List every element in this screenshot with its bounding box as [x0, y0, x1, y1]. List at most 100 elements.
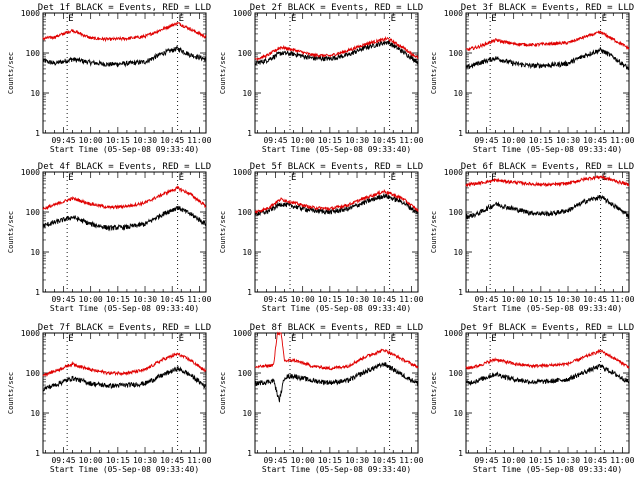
y-tick-label: 1000 — [21, 168, 40, 177]
x-tick-label: 11:00 — [187, 295, 211, 304]
x-tick-label: 10:45 — [372, 136, 396, 145]
x-tick-label: 10:00 — [291, 456, 315, 465]
panel-title: Det 3f BLACK = Events, RED = LLD — [461, 3, 634, 13]
x-tick-label: 09:45 — [474, 136, 498, 145]
event-marker-label: E — [291, 173, 296, 183]
x-tick-label: 10:15 — [318, 456, 342, 465]
event-marker-label: E — [68, 14, 73, 24]
y-tick-label: 1 — [247, 449, 252, 458]
events-series-line — [254, 362, 419, 403]
panel-title: Det 4f BLACK = Events, RED = LLD — [38, 162, 211, 172]
x-tick-label: 10:00 — [502, 136, 526, 145]
x-tick-label: 10:15 — [529, 136, 553, 145]
y-tick-label: 1000 — [21, 329, 40, 338]
x-tick-label: 10:45 — [160, 456, 184, 465]
event-marker-label: E — [68, 334, 73, 344]
panel-title: Det 5f BLACK = Events, RED = LLD — [250, 162, 423, 172]
y-tick-label: 10 — [30, 89, 40, 98]
events-series-line — [465, 194, 630, 220]
y-axis-label: Counts/sec — [219, 372, 227, 414]
x-tick-label: 10:30 — [345, 295, 369, 304]
x-tick-label: 10:30 — [133, 456, 157, 465]
events-series-line — [465, 363, 630, 386]
x-tick-label: 10:30 — [556, 295, 580, 304]
y-tick-label: 1000 — [444, 329, 463, 338]
x-tick-label: 10:45 — [583, 295, 607, 304]
plot-frame — [465, 12, 630, 134]
y-tick-label: 10 — [453, 248, 463, 257]
y-tick-label: 100 — [26, 369, 41, 378]
x-tick-label: 10:00 — [291, 295, 315, 304]
panel-title: Det 9f BLACK = Events, RED = LLD — [461, 323, 634, 333]
y-axis-label: Counts/sec — [7, 372, 15, 414]
x-tick-label: 09:45 — [51, 295, 75, 304]
events-series-line — [42, 45, 207, 68]
x-tick-label: 10:00 — [79, 295, 103, 304]
y-tick-label: 1000 — [233, 329, 252, 338]
y-tick-label: 10 — [242, 248, 252, 257]
event-marker-label: E — [491, 334, 496, 344]
x-tick-label: 10:00 — [502, 295, 526, 304]
panel-title: Det 6f BLACK = Events, RED = LLD — [461, 162, 634, 172]
y-axis-label: Counts/sec — [219, 52, 227, 94]
event-marker-label: E — [391, 334, 396, 344]
x-axis-label: Start Time (05-Sep-08 09:33:40) — [50, 465, 199, 474]
y-axis-label: Counts/sec — [430, 211, 438, 253]
x-tick-label: 10:15 — [529, 295, 553, 304]
x-tick-label: 09:45 — [263, 136, 287, 145]
y-tick-label: 1 — [35, 449, 40, 458]
y-tick-label: 1 — [35, 288, 40, 297]
x-tick-label: 09:45 — [263, 295, 287, 304]
y-tick-label: 1 — [35, 129, 40, 138]
event-marker-label: E — [602, 334, 607, 344]
lld-series-line — [465, 348, 630, 370]
x-axis-label: Start Time (05-Sep-08 09:33:40) — [473, 304, 622, 313]
y-axis-label: Counts/sec — [430, 52, 438, 94]
x-axis-label: Start Time (05-Sep-08 09:33:40) — [473, 465, 622, 474]
panel-3: Det 3f BLACK = Events, RED = LLD Counts/s… — [430, 3, 635, 154]
panel-2: Det 2f BLACK = Events, RED = LLD Counts/s… — [219, 3, 424, 154]
x-tick-label: 10:15 — [106, 136, 130, 145]
y-tick-label: 10 — [30, 409, 40, 418]
y-tick-label: 10 — [453, 89, 463, 98]
event-marker-label: E — [291, 14, 296, 24]
x-tick-label: 11:00 — [399, 295, 423, 304]
plot-frame — [42, 332, 207, 454]
x-tick-label: 10:00 — [502, 456, 526, 465]
x-tick-label: 10:30 — [133, 136, 157, 145]
plot-frame — [42, 171, 207, 293]
x-axis-label: Start Time (05-Sep-08 09:33:40) — [50, 304, 199, 313]
panel-title: Det 8f BLACK = Events, RED = LLD — [250, 323, 423, 333]
lld-series-line — [42, 185, 207, 210]
x-tick-label: 10:15 — [318, 295, 342, 304]
y-axis-label: Counts/sec — [219, 211, 227, 253]
event-marker-label: E — [179, 173, 184, 183]
plot-frame — [254, 12, 419, 134]
y-axis-label: Counts/sec — [7, 211, 15, 253]
lld-series-line — [465, 30, 630, 52]
x-tick-label: 11:00 — [399, 456, 423, 465]
y-tick-label: 100 — [449, 208, 464, 217]
y-tick-label: 1 — [458, 129, 463, 138]
plot-frame — [42, 12, 207, 134]
panel-8: Det 8f BLACK = Events, RED = LLD Counts/s… — [219, 323, 424, 474]
y-tick-label: 100 — [26, 49, 41, 58]
y-tick-label: 1000 — [21, 9, 40, 18]
x-tick-label: 10:45 — [583, 136, 607, 145]
x-axis-label: Start Time (05-Sep-08 09:33:40) — [473, 145, 622, 154]
x-tick-label: 11:00 — [610, 295, 634, 304]
y-tick-label: 1 — [458, 288, 463, 297]
x-tick-label: 10:30 — [345, 136, 369, 145]
y-axis-label: Counts/sec — [430, 372, 438, 414]
x-tick-label: 10:30 — [556, 456, 580, 465]
y-tick-label: 1000 — [233, 9, 252, 18]
x-tick-label: 10:30 — [556, 136, 580, 145]
event-marker-label: E — [391, 173, 396, 183]
panel-5: Det 5f BLACK = Events, RED = LLD Counts/s… — [219, 162, 424, 313]
panel-4: Det 4f BLACK = Events, RED = LLD Counts/s… — [7, 162, 212, 313]
x-tick-label: 10:30 — [345, 456, 369, 465]
y-tick-label: 100 — [238, 208, 253, 217]
x-tick-label: 10:00 — [79, 456, 103, 465]
y-tick-label: 100 — [238, 369, 253, 378]
